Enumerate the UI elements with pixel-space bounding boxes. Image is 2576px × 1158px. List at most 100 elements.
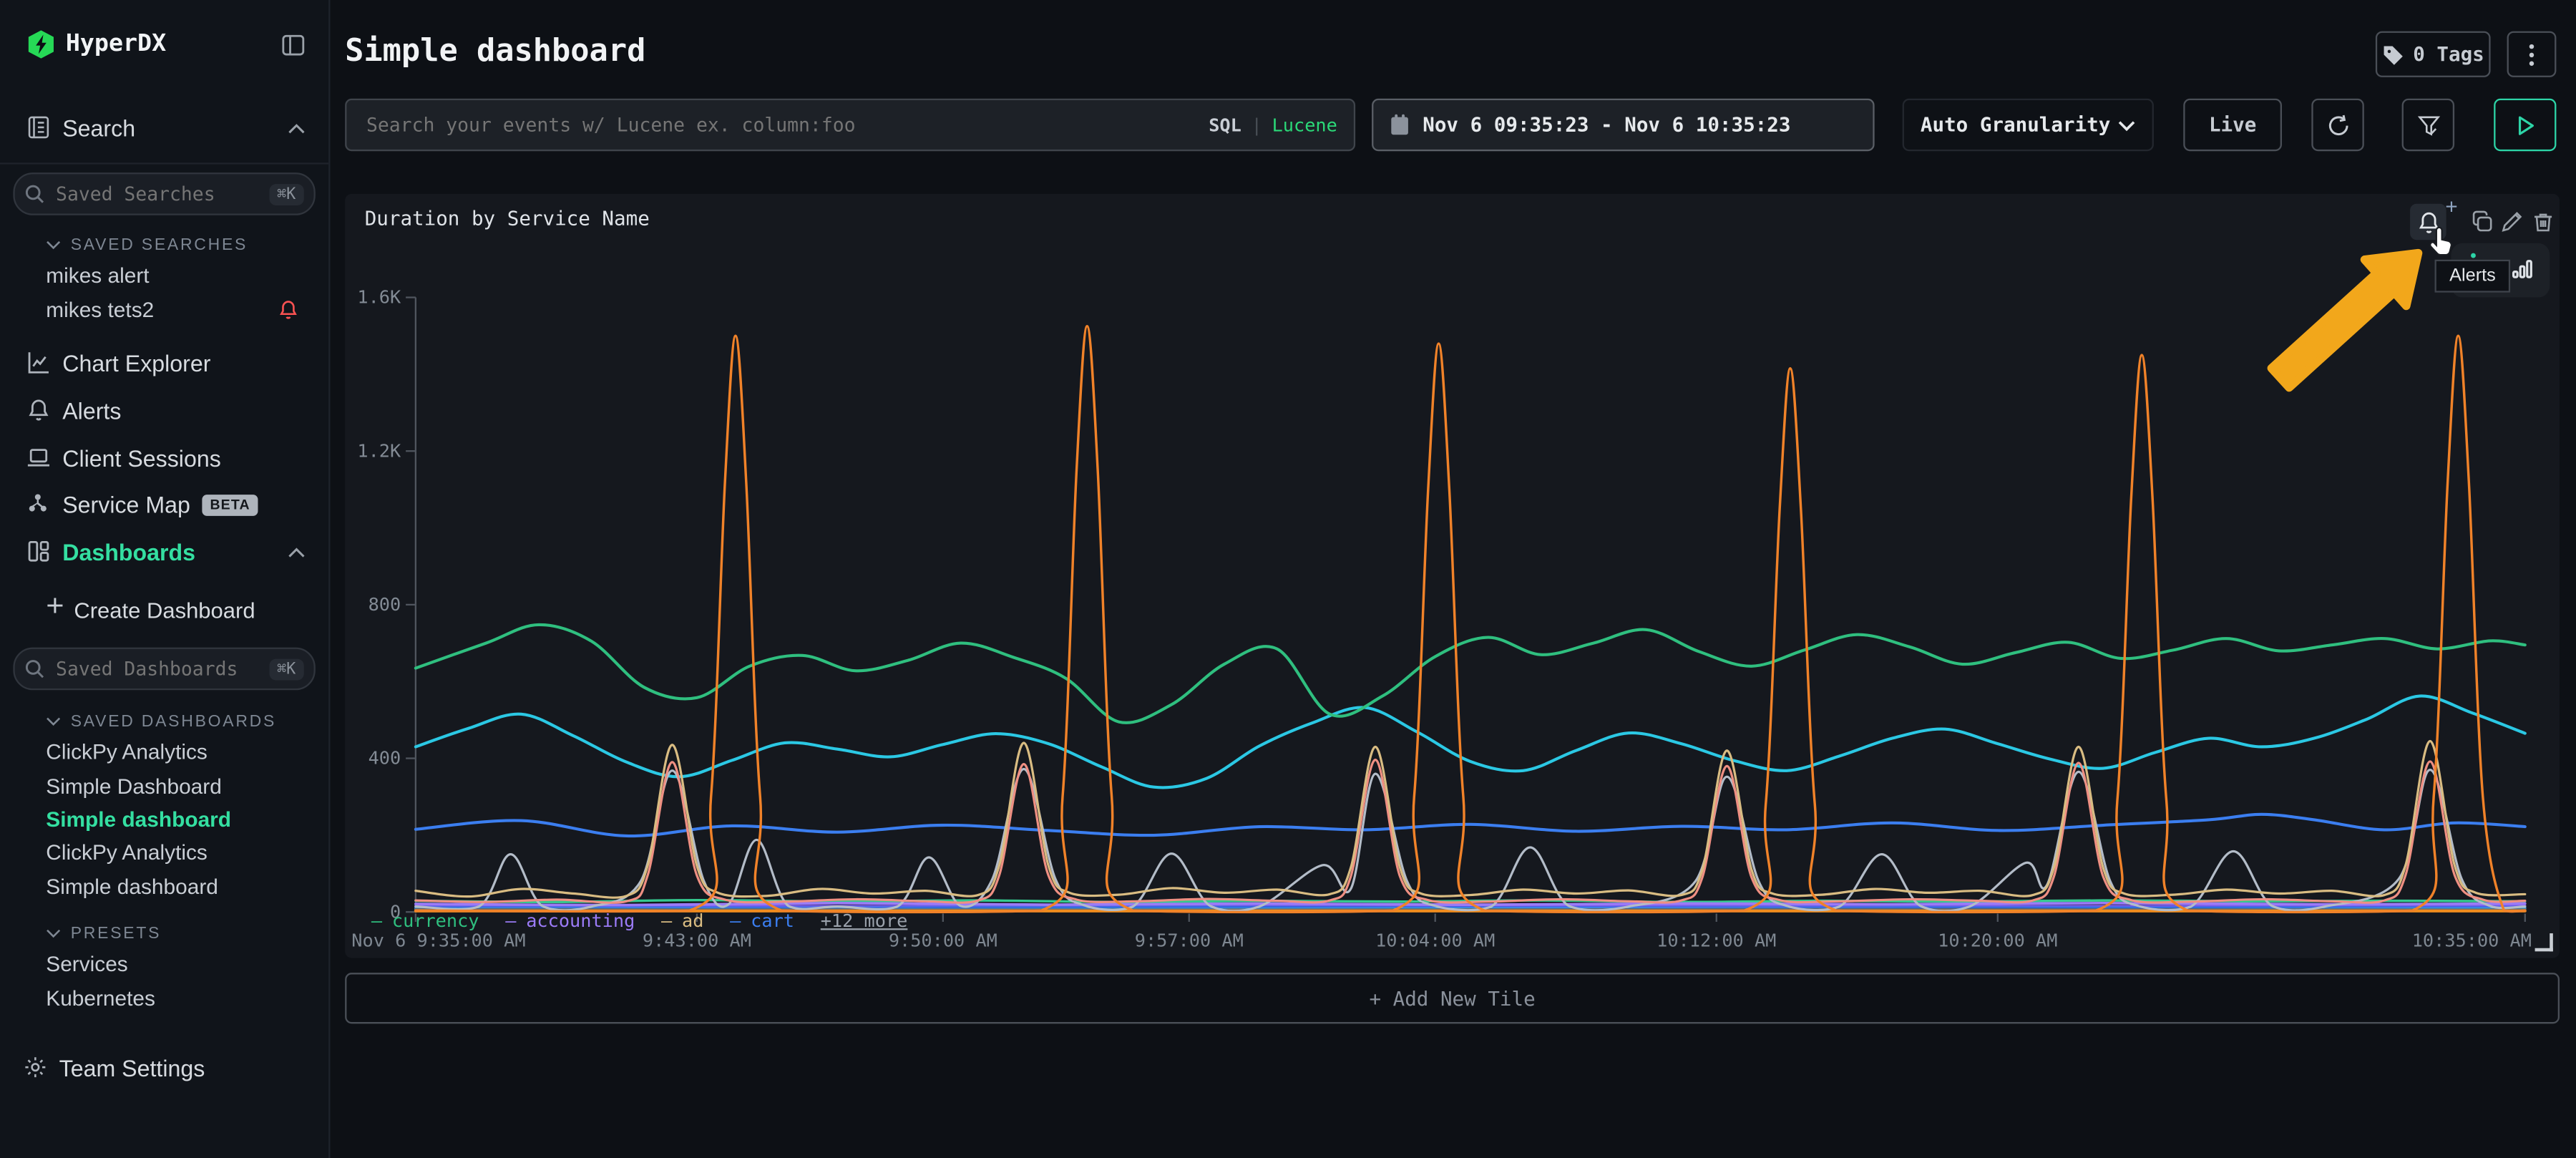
preset-item[interactable]: Services — [46, 950, 128, 975]
mode-sql[interactable]: SQL — [1209, 114, 1241, 136]
tile-delete-button[interactable] — [2525, 204, 2562, 240]
mode-divider: | — [1251, 114, 1262, 136]
beta-badge: BETA — [201, 493, 259, 515]
calendar-icon — [1391, 114, 1408, 135]
preset-item[interactable]: Kubernetes — [46, 985, 155, 1010]
shortcut-badge: ⌘K — [268, 658, 304, 680]
refresh-button[interactable] — [2311, 98, 2364, 152]
chevron-up-icon — [288, 122, 306, 134]
svg-text:9:57:00 AM: 9:57:00 AM — [1135, 930, 1244, 950]
hyperdx-logo-icon — [26, 29, 56, 59]
event-search-input[interactable] — [363, 112, 1209, 138]
sidebar: HyperDX Search ⌘K SAVED SEARCHES — [0, 0, 331, 1158]
logo-text: HyperDX — [65, 31, 167, 58]
svg-text:400: 400 — [369, 748, 401, 769]
date-range-value: Nov 6 09:35:23 - Nov 6 10:35:23 — [1423, 113, 1791, 137]
shortcut-badge: ⌘K — [268, 183, 304, 205]
chevron-down-icon — [2118, 120, 2135, 131]
chart-legend: —currency —accounting —ad —cart —+12 mor… — [371, 910, 908, 932]
sidebar-item-service-map[interactable]: Service Map BETA — [0, 487, 328, 523]
more-options-button[interactable] — [2507, 31, 2557, 77]
sidebar-item-chart-explorer[interactable]: Chart Explorer — [0, 345, 328, 381]
plus-icon — [46, 596, 64, 623]
saved-dashboard-item-active[interactable]: Simple dashboard — [46, 806, 232, 831]
logo-row: HyperDX — [0, 26, 328, 63]
saved-dashboards-header[interactable]: SAVED DASHBOARDS — [0, 704, 328, 740]
legend-item[interactable]: — ad — [661, 910, 704, 932]
chevron-down-icon — [47, 717, 61, 726]
svg-text:10:12:00 AM: 10:12:00 AM — [1657, 930, 1776, 950]
granularity-select[interactable]: Auto Granularity — [1902, 98, 2154, 152]
alerts-tooltip: Alerts — [2434, 259, 2511, 293]
svg-text:10:20:00 AM: 10:20:00 AM — [1938, 930, 2057, 950]
tooltip-dot — [2471, 253, 2476, 258]
create-dashboard-button[interactable]: Create Dashboard — [0, 592, 328, 628]
chevron-down-icon — [47, 929, 61, 938]
saved-searches-search[interactable]: ⌘K — [13, 172, 316, 215]
svg-text:9:43:00 AM: 9:43:00 AM — [643, 930, 751, 950]
saved-search-item[interactable]: mikes tets2 — [0, 291, 328, 327]
legend-more-link[interactable]: —+12 more — [820, 910, 908, 932]
svg-text:1.2K: 1.2K — [357, 440, 401, 461]
tag-icon — [2384, 45, 2403, 64]
svg-text:Nov 6 9:35:00 AM: Nov 6 9:35:00 AM — [351, 930, 525, 950]
kebab-icon — [2529, 43, 2534, 65]
mode-lucene[interactable]: Lucene — [1272, 114, 1337, 136]
tile-edit-button[interactable] — [2494, 204, 2530, 240]
svg-text:800: 800 — [369, 594, 401, 615]
saved-dashboard-item[interactable]: Simple dashboard — [46, 873, 218, 898]
filter-button[interactable] — [2401, 98, 2455, 152]
legend-item[interactable]: — cart — [730, 910, 794, 932]
saved-dashboard-item[interactable]: ClickPy Analytics — [46, 839, 208, 864]
annotation-arrow — [2267, 248, 2423, 392]
service-map-icon — [26, 491, 53, 517]
saved-dashboards-search[interactable]: ⌘K — [13, 647, 316, 691]
saved-dashboard-item[interactable]: ClickPy Analytics — [46, 739, 208, 764]
play-icon — [2517, 115, 2533, 135]
svg-text:0: 0 — [390, 901, 401, 922]
dashboards-icon — [26, 539, 53, 565]
legend-item[interactable]: — currency — [371, 910, 479, 932]
date-range-picker[interactable]: Nov 6 09:35:23 - Nov 6 10:35:23 — [1372, 98, 1875, 152]
saved-searches-header[interactable]: SAVED SEARCHES — [0, 227, 328, 263]
tile-resize-handle[interactable] — [2534, 933, 2553, 952]
sidebar-collapse-button[interactable] — [281, 32, 306, 57]
refresh-icon — [2328, 114, 2348, 135]
svg-text:1.6K: 1.6K — [357, 287, 401, 308]
plus-icon: + — [2445, 193, 2458, 219]
saved-searches-input[interactable] — [52, 180, 269, 208]
presets-header[interactable]: PRESETS — [0, 915, 328, 952]
saved-dashboard-item[interactable]: Simple Dashboard — [46, 773, 222, 798]
saved-dashboards-input[interactable] — [52, 656, 269, 682]
svg-text:10:04:00 AM: 10:04:00 AM — [1375, 930, 1495, 950]
chart-line-icon — [26, 350, 53, 376]
sidebar-item-alerts[interactable]: Alerts — [0, 393, 328, 429]
sidebar-item-dashboards[interactable]: Dashboards — [0, 534, 328, 570]
bell-plus-icon — [2418, 211, 2438, 233]
chevron-up-icon — [288, 546, 306, 558]
event-search-box[interactable]: SQL | Lucene — [345, 98, 1356, 152]
sidebar-item-search[interactable]: Search — [0, 110, 328, 147]
run-query-button[interactable] — [2494, 98, 2557, 152]
chevron-down-icon — [47, 240, 61, 250]
alert-bell-icon — [278, 298, 299, 320]
tile-duplicate-button[interactable] — [2464, 204, 2501, 240]
svg-text:9:50:00 AM: 9:50:00 AM — [889, 930, 997, 950]
filter-icon — [2416, 115, 2439, 135]
sidebar-item-client-sessions[interactable]: Client Sessions — [0, 440, 328, 477]
divider — [0, 162, 329, 165]
bar-chart-icon[interactable] — [2512, 258, 2533, 279]
trash-icon — [2534, 213, 2552, 232]
saved-search-item[interactable]: mikes alert — [46, 262, 150, 287]
cursor-pointer-icon — [2429, 226, 2453, 256]
laptop-icon — [26, 445, 53, 472]
sidebar-item-team-settings[interactable]: Team Settings — [0, 1050, 328, 1086]
add-new-tile-button[interactable]: + Add New Tile — [345, 973, 2560, 1024]
bell-icon — [26, 398, 53, 424]
legend-item[interactable]: — accounting — [505, 910, 635, 932]
gear-icon — [23, 1055, 49, 1081]
live-button[interactable]: Live — [2183, 98, 2283, 152]
tags-button[interactable]: 0 Tags — [2375, 31, 2491, 77]
